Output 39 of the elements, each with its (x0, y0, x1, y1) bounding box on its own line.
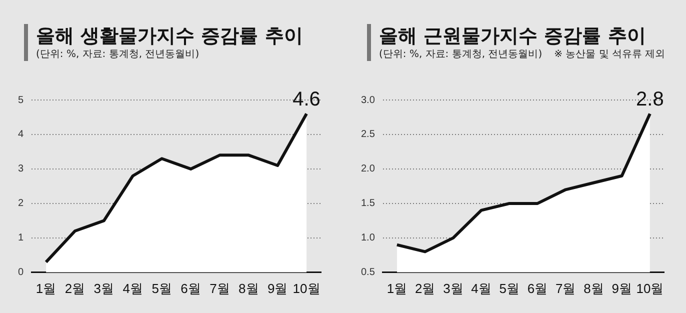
x-tick-label: 2월 (414, 280, 436, 296)
x-tick-label: 7월 (210, 280, 230, 296)
y-tick-label: 1.5 (360, 198, 376, 210)
y-tick-label: 3 (18, 164, 24, 175)
y-tick-label: 2.5 (360, 129, 376, 140)
y-tick-label: 4 (18, 129, 24, 140)
x-tick-label: 3월 (443, 280, 464, 296)
y-tick-label: 3.0 (360, 94, 376, 106)
data-label: 2.8 (636, 88, 664, 110)
x-tick-label: 3월 (94, 280, 114, 296)
y-tick-label: 2 (18, 198, 24, 210)
y-tick-label: 5 (18, 94, 24, 106)
x-tick-label: 4월 (122, 280, 143, 296)
data-label: 4.6 (292, 88, 320, 110)
chart-subtitle: (단위: %, 자료: 통계청, 전년동월비) (36, 49, 200, 60)
x-tick-label: 9월 (267, 280, 288, 296)
x-tick-label: 5월 (152, 280, 172, 296)
y-tick-label: 0 (18, 267, 24, 278)
x-tick-label: 1월 (386, 280, 408, 296)
y-tick-label: 0.5 (360, 267, 376, 278)
x-tick-label: 8월 (584, 280, 604, 296)
x-tick-label: 10월 (292, 280, 320, 296)
x-tick-label: 6월 (527, 280, 548, 296)
x-tick-label: 4월 (471, 280, 492, 296)
x-tick-label: 10월 (636, 280, 664, 296)
x-tick-label: 9월 (612, 280, 632, 296)
chart-title: 올해 근원물가지수 증감률 추이 (379, 24, 647, 48)
x-tick-label: 7월 (556, 280, 576, 296)
text: ※ 농산물 및 석유류 제외 (554, 49, 666, 60)
x-tick-label: 6월 (180, 280, 201, 296)
x-tick-label: 8월 (238, 280, 259, 296)
chart-subtitle: (단위: %, 자료: 통계청, 전년동월비) (379, 49, 542, 60)
chart-title: 올해 생활물가지수 증감률 추이 (36, 24, 303, 48)
x-tick-label: 1월 (36, 280, 56, 296)
y-tick-label: 1.0 (360, 232, 376, 244)
x-tick-label: 5월 (499, 280, 520, 296)
x-tick-label: 2월 (64, 280, 86, 296)
y-tick-label: 2.0 (360, 164, 376, 175)
y-tick-label: 1 (18, 232, 24, 244)
